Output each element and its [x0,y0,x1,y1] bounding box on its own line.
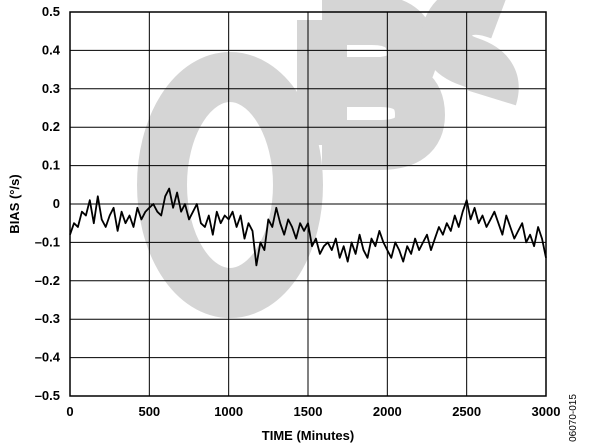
x-tick-label: 2000 [373,404,402,419]
x-tick-label: 3000 [532,404,561,419]
y-tick-label: 0.2 [42,119,60,134]
y-tick-label: –0.1 [35,234,60,249]
y-tick-label: –0.3 [35,311,60,326]
y-tick-label: 0.3 [42,81,60,96]
watermark-letter-s [421,0,519,106]
y-tick-label: –0.2 [35,273,60,288]
obsolete-watermark [137,0,519,318]
y-tick-label: 0.4 [42,42,61,57]
x-tick-labels: 0 500 1000 1500 2000 2500 3000 [66,404,560,419]
y-tick-label: 0.1 [42,158,60,173]
y-tick-label: 0.5 [42,4,60,19]
grid-lines [69,11,547,397]
x-tick-label: 2500 [452,404,481,419]
watermark-letter-o [137,52,323,318]
y-tick-label: –0.5 [35,388,60,403]
x-axis-title: TIME (Minutes) [262,428,354,443]
y-axis-title: BIAS (°/s) [7,174,22,233]
series-group [69,187,547,267]
y-tick-labels: 0.5 0.4 0.3 0.2 0.1 0 –0.1 –0.2 –0.3 –0.4 –0.5 [35,4,61,403]
x-tick-label: 1500 [294,404,323,419]
bias-series-line [69,187,547,267]
watermark-letter-b [297,0,446,170]
figure-id: 06070-015 [568,394,579,442]
x-tick-label: 0 [66,404,73,419]
y-tick-label: 0 [53,196,60,211]
x-tick-label: 500 [138,404,160,419]
x-tick-label: 1000 [214,404,243,419]
y-tick-label: –0.4 [35,350,61,365]
